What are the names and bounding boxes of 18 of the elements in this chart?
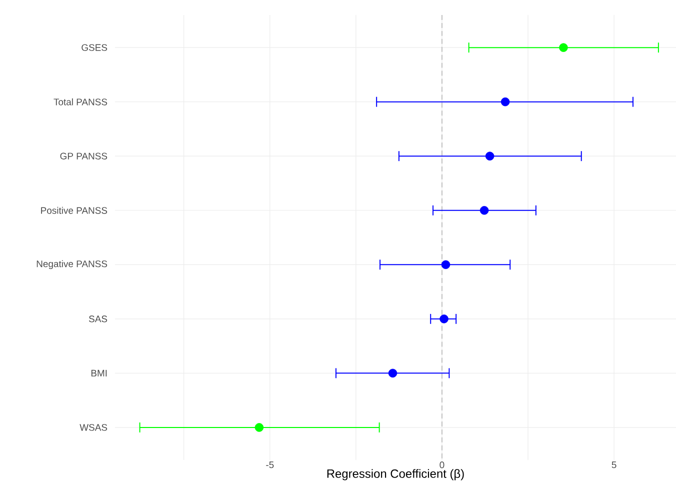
point	[388, 368, 398, 378]
point	[441, 260, 450, 270]
y-tick-label: Negative PANSS	[36, 260, 108, 270]
y-tick-label: BMI	[91, 370, 107, 376]
point	[500, 97, 510, 106]
y-tick-label: GSES	[82, 44, 108, 51]
y-tick-label: SAS	[88, 316, 108, 322]
y-tick-label: Positive PANSS	[41, 206, 108, 214]
y-tick-label: WSAS	[80, 424, 108, 431]
x-axis-title: Regression Coefficient (β)	[327, 469, 464, 480]
x-tick-label: 0	[440, 462, 444, 468]
x-tick-label: -5	[266, 462, 274, 468]
point	[485, 152, 494, 160]
y-tick-label: Total PANSS	[54, 98, 108, 106]
point	[480, 206, 489, 215]
x-tick-label: 5	[612, 462, 616, 468]
point	[254, 423, 264, 432]
y-tick-label: GP PANSS	[60, 152, 108, 160]
